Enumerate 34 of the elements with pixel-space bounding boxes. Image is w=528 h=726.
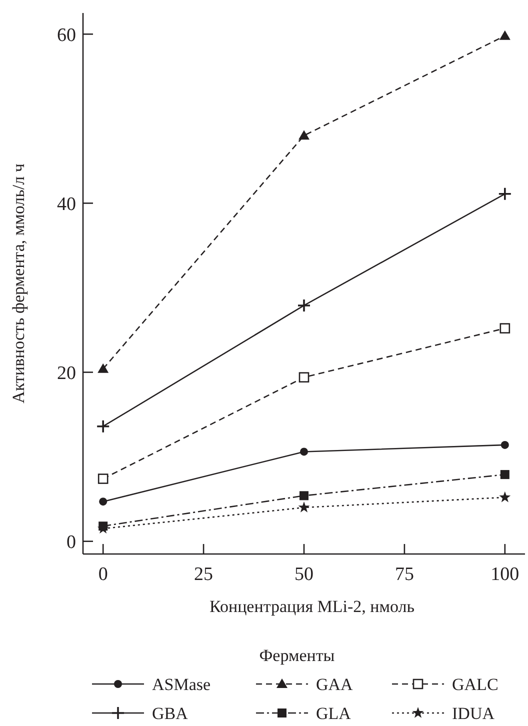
y-tick-label: 0 (66, 532, 76, 553)
point (300, 448, 308, 456)
point (298, 130, 310, 140)
point (298, 502, 310, 512)
point (500, 323, 510, 334)
x-tick-label: 75 (394, 564, 414, 585)
point (500, 440, 509, 449)
y-tick-label: 60 (57, 24, 76, 46)
legend-label: GBA (152, 704, 189, 723)
point (500, 470, 510, 480)
legend-label: GALC (452, 674, 498, 694)
y-tick-label: 40 (57, 194, 76, 215)
legend-label: GLA (316, 704, 352, 723)
point (98, 474, 108, 484)
point (96, 419, 110, 434)
legend-label: GAA (316, 674, 354, 694)
point (499, 30, 510, 40)
point (298, 372, 310, 382)
point (99, 498, 108, 506)
legend-title: Ферменты (259, 646, 336, 665)
x-tick-label: 100 (490, 564, 520, 585)
x-tick-label: 25 (194, 564, 214, 585)
legend-label: ASMase (152, 674, 211, 694)
point (300, 491, 308, 500)
x-tick-label: 0 (98, 564, 108, 585)
x-tick-label: 50 (294, 564, 314, 585)
y-tick-label: 20 (57, 362, 76, 384)
point (498, 186, 512, 201)
y-axis-title: Активность фермента, ммоль/л ч (9, 163, 28, 404)
point (499, 491, 511, 502)
legend-label: IDUA (452, 704, 496, 723)
point (297, 298, 311, 312)
point (98, 363, 109, 373)
x-axis-title: Концентрация MLi-2, нмоль (209, 597, 415, 616)
